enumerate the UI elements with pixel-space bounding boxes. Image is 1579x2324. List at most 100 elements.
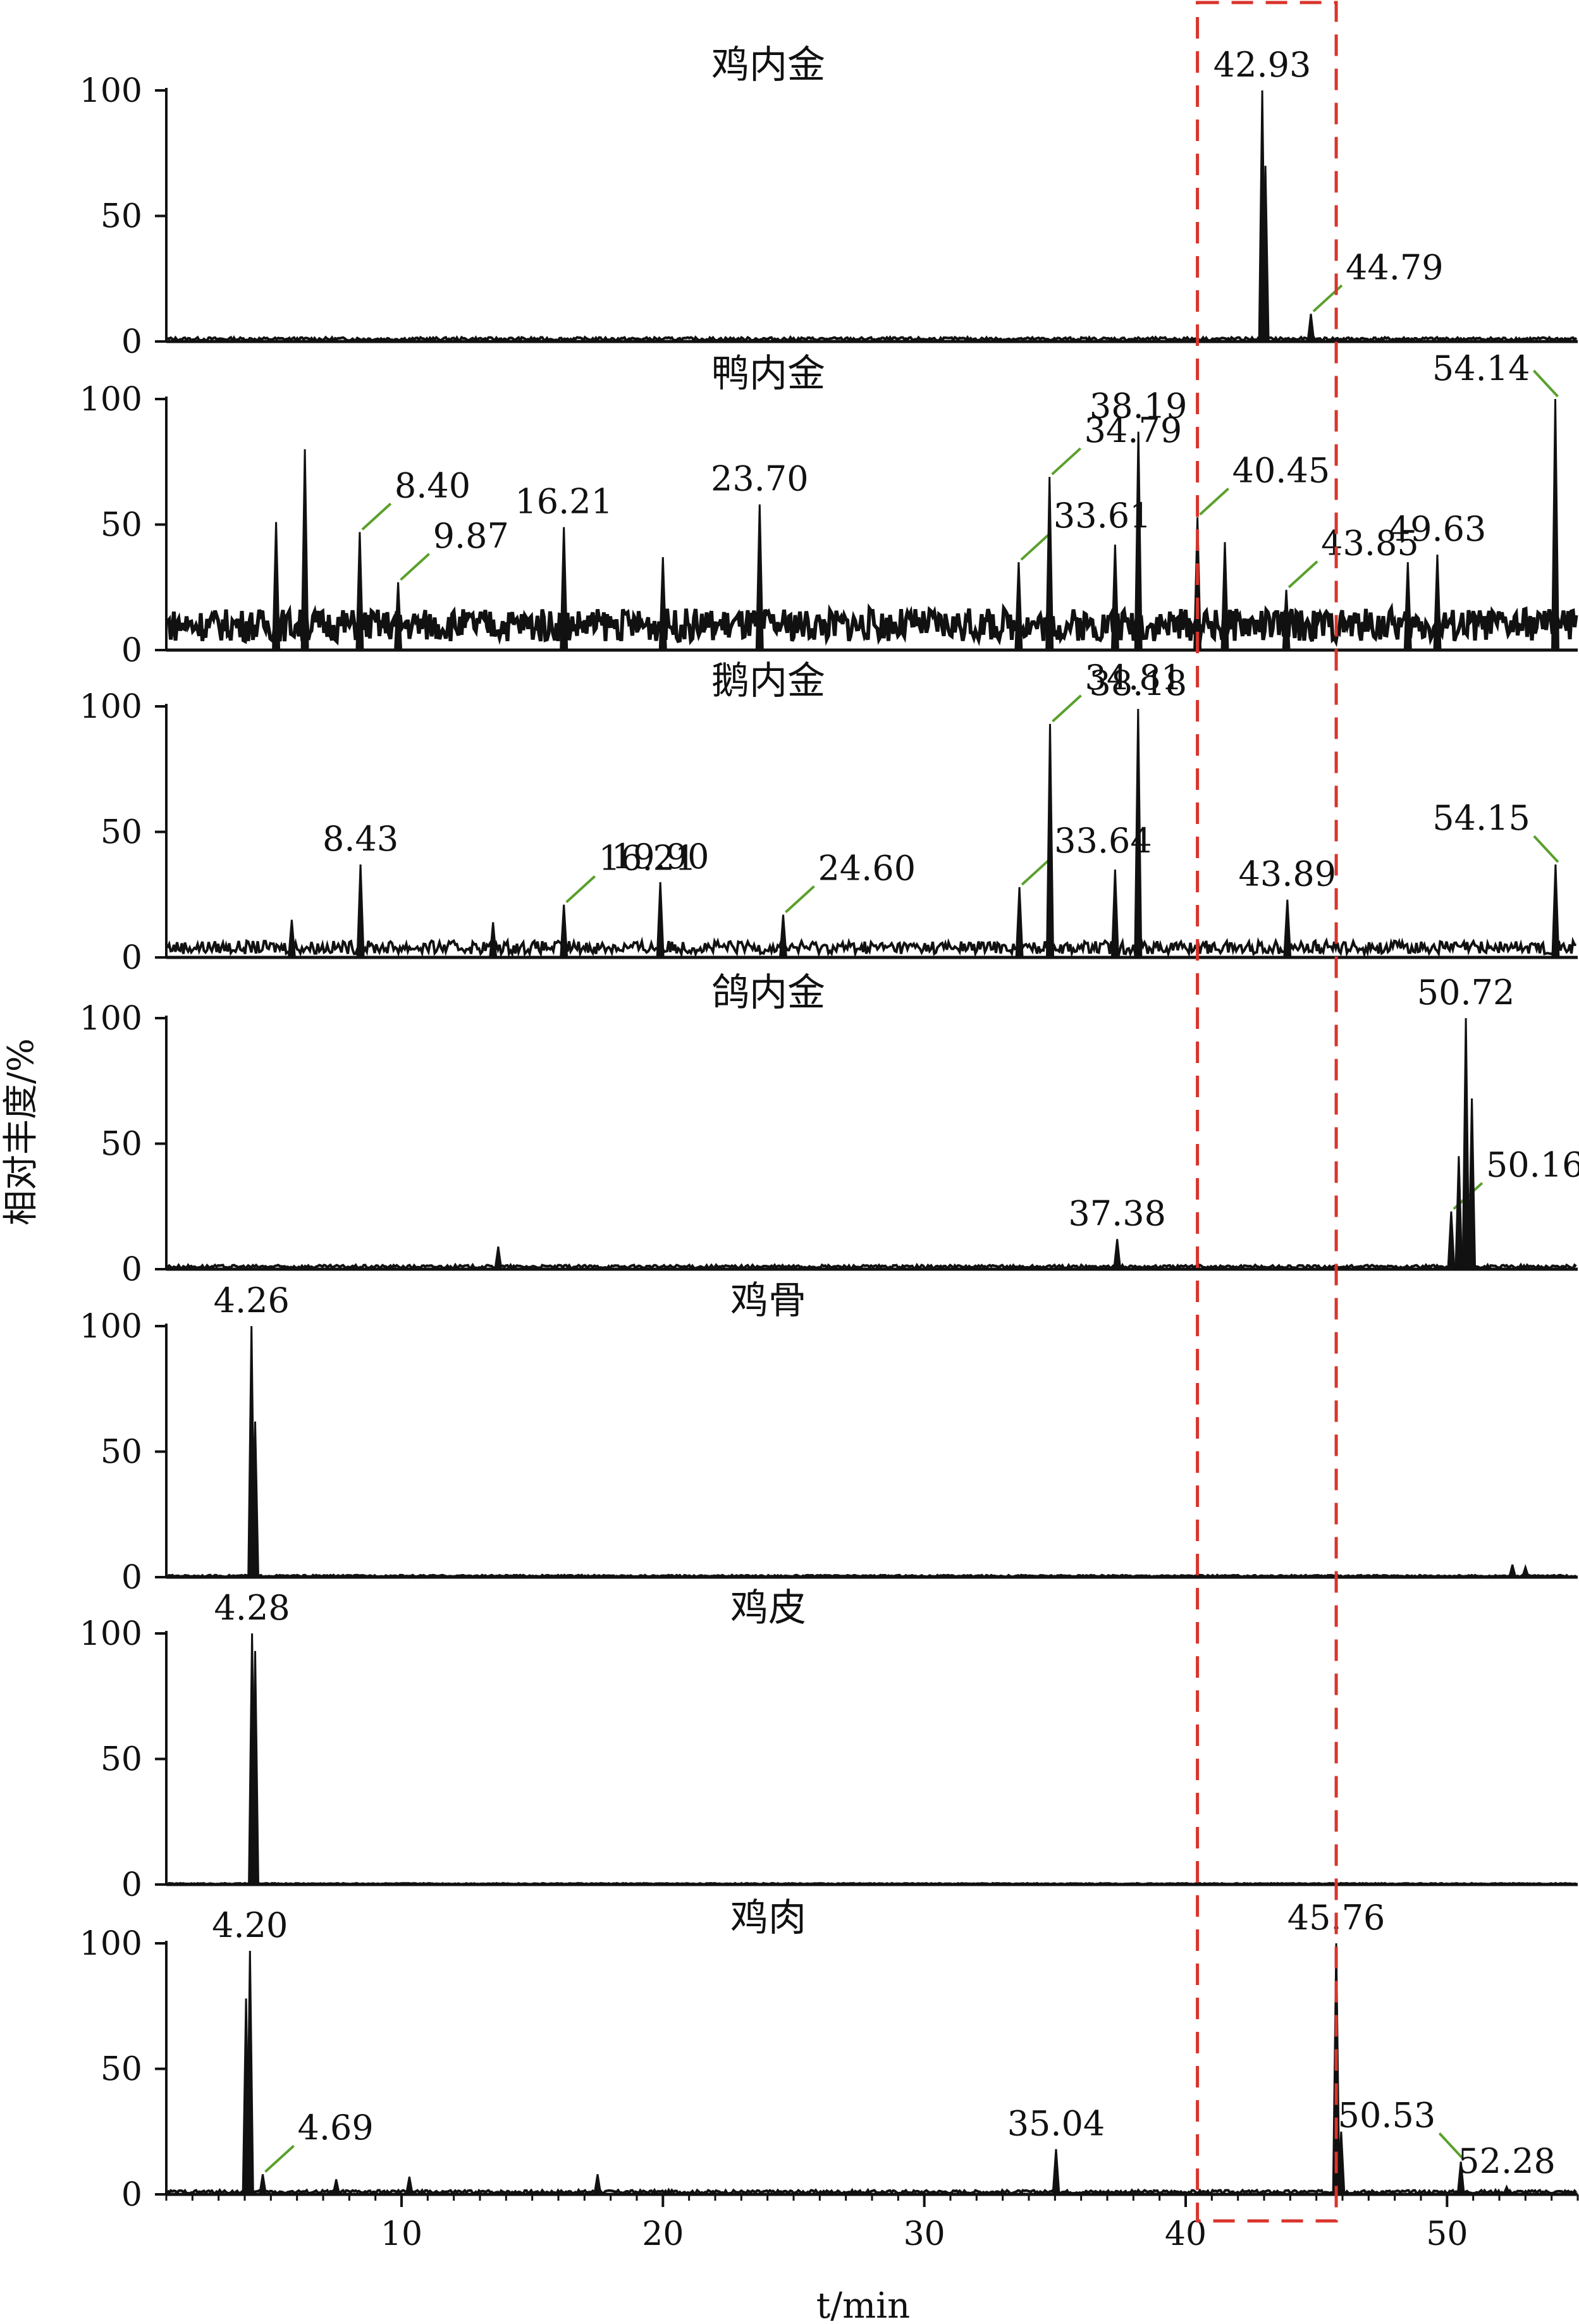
- y-tick-label: 100: [80, 1925, 142, 1963]
- panel-4: 0 50 100 鸽内金 37.38 50.16 50.72: [80, 971, 1579, 1289]
- peak-mark: [394, 582, 403, 651]
- panel-title: 鹅内金: [711, 659, 825, 703]
- peak-mark: [658, 557, 667, 651]
- panel-title: 鸡皮: [730, 1586, 806, 1630]
- panel-title: 鸡骨: [730, 1279, 806, 1323]
- peak-label: 4.26: [214, 1281, 290, 1320]
- peak-label: 38.18: [1089, 663, 1187, 703]
- peak-leader-line: [565, 875, 596, 904]
- panel-1: 0 50 100 鸡内金 42.93 44.79: [80, 43, 1578, 361]
- peak-label: 50.53: [1338, 2095, 1436, 2135]
- y-tick-label: 100: [80, 381, 142, 419]
- peak-leader-line: [785, 885, 815, 913]
- peak-mark: [1282, 589, 1291, 651]
- peak-mark: [1502, 2184, 1511, 2196]
- peak-mark: [560, 527, 568, 651]
- peak-leader-line: [1020, 532, 1051, 561]
- peak-mark: [300, 449, 309, 651]
- peak-label: 50.16: [1486, 1145, 1579, 1185]
- peak-mark: [1045, 477, 1054, 651]
- y-tick-label: 50: [101, 1741, 142, 1779]
- peak-mark: [1113, 1239, 1122, 1270]
- y-tick-label: 0: [121, 1251, 142, 1289]
- y-tick-label: 0: [121, 1559, 142, 1597]
- y-tick-label: 0: [121, 1866, 142, 1904]
- y-tick-label: 50: [101, 814, 142, 852]
- highlight-region: [1196, 1, 1338, 2223]
- peak-mark: [1447, 1211, 1456, 1270]
- peak-mark: [356, 864, 365, 959]
- peak-mark: [405, 2176, 414, 2196]
- peak-leader-line: [1438, 2132, 1465, 2160]
- peak-mark: [560, 904, 568, 959]
- peak-leader-line: [1199, 488, 1229, 516]
- y-axis-label: 相对丰度/%: [1, 1038, 42, 1226]
- peak-mark: [287, 919, 297, 959]
- y-tick-label: 50: [101, 1126, 142, 1164]
- peak-label: 37.38: [1068, 1193, 1166, 1233]
- peak-label: 23.70: [711, 459, 809, 499]
- peak-label: 4.20: [212, 1905, 288, 1945]
- peak-mark: [1454, 1156, 1463, 1270]
- peak-label: 52.28: [1458, 2141, 1556, 2181]
- peak-leader-line: [1021, 858, 1052, 886]
- peak-mark: [1052, 2149, 1060, 2196]
- peak-mark: [593, 2173, 602, 2196]
- panel-title: 鸡内金: [711, 43, 825, 87]
- x-axis: 10 20 30 40 50: [165, 2194, 1579, 2253]
- peak-label: 38.19: [1090, 386, 1188, 426]
- peak-label: 16.21: [599, 839, 697, 878]
- x-tick-label: 30: [904, 2215, 945, 2253]
- baseline-trace: [167, 335, 1578, 343]
- peak-label: 24.60: [818, 849, 916, 888]
- peak-label: 54.15: [1432, 798, 1530, 838]
- baseline-trace: [166, 936, 1576, 959]
- peak-mark: [250, 1421, 260, 1578]
- peak-mark: [755, 504, 764, 651]
- y-tick-label: 0: [121, 323, 142, 361]
- x-tick-label: 50: [1426, 2215, 1468, 2253]
- y-tick-label: 0: [121, 939, 142, 977]
- peak-label: 42.93: [1213, 45, 1312, 85]
- peak-mark: [489, 922, 498, 959]
- panel-5: 0 50 100 鸡骨 4.26: [80, 1279, 1578, 1597]
- peak-leader-line: [1052, 694, 1082, 723]
- y-tick-label: 100: [80, 1308, 142, 1346]
- peak-leader-line: [400, 553, 430, 581]
- y-tick-label: 100: [80, 1615, 142, 1653]
- peak-label: 34.79: [1084, 410, 1183, 450]
- baseline-trace: [166, 1573, 1576, 1579]
- peak-label: 40.45: [1232, 451, 1330, 491]
- peak-label: 19.90: [611, 837, 710, 876]
- peak-label: 34.81: [1084, 658, 1183, 698]
- peak-label: 44.79: [1346, 247, 1444, 287]
- peak-mark: [250, 1651, 260, 1886]
- peak-mark: [1468, 1098, 1477, 1270]
- peak-leader-line: [1532, 369, 1559, 398]
- y-tick-label: 100: [80, 72, 142, 110]
- peak-label: 4.28: [214, 1588, 290, 1628]
- peak-label: 4.69: [298, 2108, 374, 2148]
- peak-mark: [1551, 864, 1560, 959]
- baseline-trace: [166, 602, 1578, 648]
- peak-label: 16.21: [515, 481, 613, 521]
- peak-mark: [1014, 562, 1023, 651]
- peak-label: 49.63: [1389, 509, 1487, 549]
- peak-mark: [331, 2179, 341, 2196]
- peak-mark: [1551, 398, 1560, 651]
- peak-mark: [1015, 887, 1024, 959]
- peak-mark: [1306, 314, 1315, 343]
- peak-mark: [245, 1950, 254, 2196]
- y-tick-label: 50: [101, 1434, 142, 1472]
- x-tick-label: 10: [381, 2215, 422, 2253]
- highlight-box: [1196, 1, 1338, 2223]
- y-tick-label: 100: [80, 688, 142, 726]
- y-tick-label: 0: [121, 2176, 142, 2214]
- peak-mark: [1337, 2131, 1346, 2196]
- peak-mark: [1110, 544, 1119, 651]
- peak-mark: [1461, 1018, 1470, 1270]
- peak-leader-line: [264, 2144, 295, 2173]
- peak-mark: [355, 532, 364, 651]
